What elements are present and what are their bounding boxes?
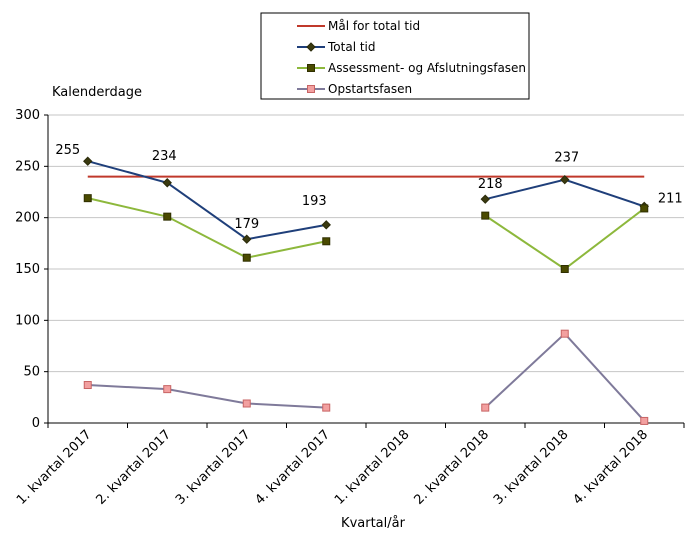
y-tick-label: 300 xyxy=(15,108,40,123)
y-tick-label: 50 xyxy=(23,365,40,380)
x-tick-label: 3. kvartal 2018 xyxy=(491,427,572,508)
data-label: 218 xyxy=(478,177,503,192)
data-point-1 xyxy=(242,234,252,244)
legend-label: Opstartsfasen xyxy=(328,82,412,96)
data-point-1 xyxy=(480,194,490,204)
series-line-3 xyxy=(87,384,327,409)
data-point-1 xyxy=(321,220,331,230)
data-point-3 xyxy=(560,329,569,338)
data-point-2 xyxy=(83,194,92,203)
x-tick-label: 2. kvartal 2017 xyxy=(93,427,174,508)
x-tick-label: 4. kvartal 2018 xyxy=(570,427,651,508)
data-point-1 xyxy=(560,174,570,185)
legend xyxy=(260,12,530,100)
data-point-3 xyxy=(322,403,331,412)
data-point-2 xyxy=(242,253,251,262)
data-point-1 xyxy=(83,156,93,166)
y-tick-label: 0 xyxy=(32,416,40,431)
data-point-3 xyxy=(640,416,649,425)
data-point-1 xyxy=(162,178,172,188)
series-line-2 xyxy=(87,197,327,259)
data-point-3 xyxy=(163,385,172,394)
data-point-3 xyxy=(242,399,251,408)
y-tick-label: 150 xyxy=(15,262,40,277)
data-point-2 xyxy=(640,204,649,213)
data-label: 193 xyxy=(302,194,327,209)
data-label: 234 xyxy=(152,149,177,164)
x-tick-label: 1. kvartal 2018 xyxy=(332,427,413,508)
data-point-3 xyxy=(83,381,92,390)
legend-label: Mål for total tid xyxy=(328,19,420,33)
y-tick-label: 100 xyxy=(15,313,40,328)
legend-marker xyxy=(306,42,316,52)
y-axis-title: Kalenderdage xyxy=(52,85,142,100)
data-point-3 xyxy=(481,403,490,412)
data-point-2 xyxy=(481,211,490,220)
x-tick-label: 1. kvartal 2017 xyxy=(14,427,95,508)
y-tick-label: 200 xyxy=(15,211,40,226)
data-label: 211 xyxy=(658,191,683,206)
x-tick-label: 3. kvartal 2017 xyxy=(173,427,254,508)
x-tick-label: 4. kvartal 2017 xyxy=(252,427,333,508)
legend-label: Assessment- og Afslutningsfasen xyxy=(328,61,526,75)
data-label: 179 xyxy=(234,217,259,232)
data-label: 255 xyxy=(55,143,80,158)
series-line-3 xyxy=(484,332,645,422)
data-point-2 xyxy=(163,212,172,221)
y-tick-label: 250 xyxy=(15,159,40,174)
x-tick-label: 2. kvartal 2018 xyxy=(411,427,492,508)
legend-marker xyxy=(307,85,315,93)
series-line-1 xyxy=(87,160,327,241)
x-axis-title: Kvartal/år xyxy=(341,516,406,531)
data-point-2 xyxy=(560,265,569,273)
data-label: 237 xyxy=(554,151,579,166)
legend-marker xyxy=(307,64,315,72)
legend-label: Total tid xyxy=(327,40,376,54)
data-point-2 xyxy=(322,237,331,246)
